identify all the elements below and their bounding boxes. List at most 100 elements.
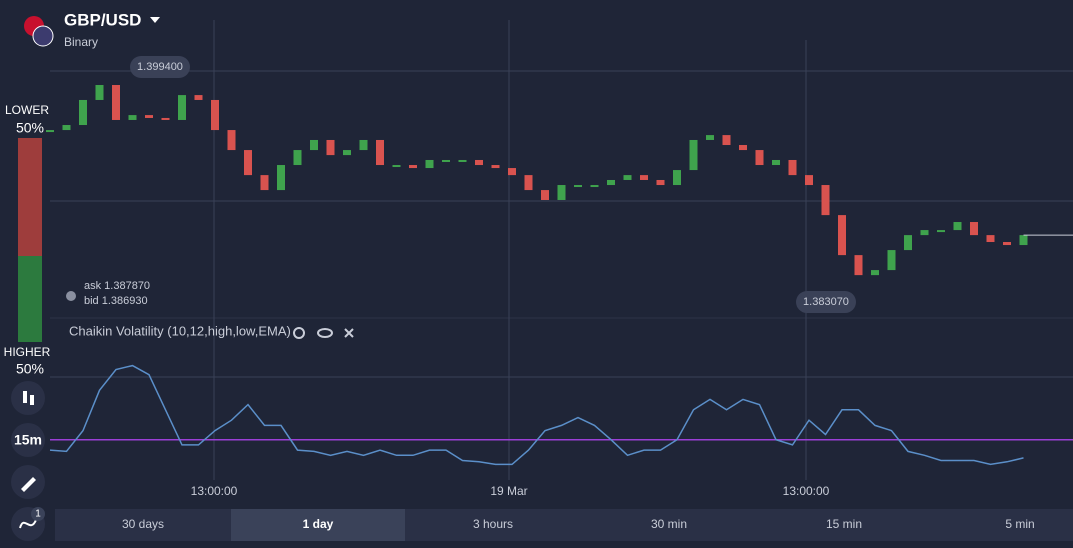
timeframe-button[interactable]: [11, 423, 45, 457]
candle: [409, 165, 417, 169]
candle: [112, 85, 120, 120]
candle: [904, 235, 912, 251]
flag-us: [32, 25, 54, 47]
candle: [161, 117, 170, 120]
candle: [755, 150, 764, 166]
close-icon[interactable]: [344, 328, 354, 338]
price-marker: [796, 291, 856, 314]
tab[interactable]: 5 min: [1005, 517, 1034, 531]
icon: [23, 391, 27, 403]
candle: [673, 170, 681, 186]
candle: [508, 168, 516, 176]
candle: [260, 175, 269, 191]
icon: [19, 519, 37, 529]
settings-icon[interactable]: [293, 327, 305, 339]
tabs: 30 days 1 day 3 hours 30 min 15 min 5 min: [122, 517, 1035, 531]
candle: [920, 230, 929, 236]
candle: [656, 179, 665, 186]
timeframe: 15m: [14, 432, 42, 448]
candle: [95, 85, 104, 100]
visibility-icon[interactable]: [317, 328, 333, 338]
candle: [145, 115, 153, 118]
candle: [46, 130, 54, 133]
candle: [623, 175, 632, 180]
candle: [722, 135, 731, 146]
mode: Binary: [64, 35, 98, 49]
bid: bid 1.386930: [84, 295, 148, 307]
candle: [128, 115, 137, 120]
dropdown-arrow[interactable]: [150, 17, 160, 23]
candle: [359, 139, 368, 151]
candle: [62, 125, 71, 131]
candle: [739, 145, 747, 151]
candle: [772, 159, 780, 166]
price-marker-label: 1.383070: [803, 296, 849, 308]
indicator-name: Chaikin Volatility (10,12,high,low,EMA): [69, 323, 291, 338]
symbol[interactable]: GBP/USD: [64, 10, 141, 29]
candle: [1003, 242, 1011, 246]
lower-bar: [18, 138, 42, 256]
candle-type-button[interactable]: [11, 381, 45, 415]
candle: [607, 179, 615, 186]
icon: [21, 477, 36, 492]
price-marker-label: 1.399400: [137, 61, 183, 73]
candle: [574, 185, 582, 188]
tab[interactable]: 1 day: [303, 517, 334, 531]
tab-bar: [55, 509, 1073, 541]
candle: [442, 159, 450, 162]
candle: [557, 185, 566, 200]
candle: [986, 235, 995, 243]
x-tick-label: 19 Mar: [490, 484, 527, 498]
candle: [805, 175, 813, 186]
ask: ask 1.387870: [84, 280, 150, 292]
active-tab: [231, 509, 405, 541]
tab[interactable]: 3 hours: [473, 517, 513, 531]
candle: [211, 99, 219, 131]
candle: [227, 130, 236, 151]
candle: [326, 139, 335, 156]
icon: [30, 395, 34, 405]
higher-pct: 50%: [16, 361, 44, 377]
candle: [821, 185, 830, 216]
candle: [854, 255, 863, 276]
lower-pct: 50%: [16, 120, 44, 136]
price-marker: [130, 56, 190, 79]
candle: [458, 159, 467, 162]
candle: [425, 159, 434, 169]
candle: [887, 250, 896, 271]
candle: [590, 185, 599, 188]
tab[interactable]: 15 min: [826, 517, 862, 531]
candle: [343, 150, 351, 156]
candle: [475, 159, 483, 166]
candle: [376, 139, 384, 166]
lower-label: LOWER: [5, 103, 49, 117]
candle: [706, 135, 714, 140]
candle: [277, 165, 285, 191]
info-icon[interactable]: [66, 291, 76, 301]
tab[interactable]: 30 days: [122, 517, 164, 531]
candle: [970, 222, 978, 236]
x-tick-label: 13:00:00: [191, 484, 238, 498]
candle: [310, 139, 318, 151]
candle: [788, 159, 797, 176]
candle: [541, 190, 549, 200]
candle: [937, 230, 945, 233]
candle: [293, 150, 302, 166]
volatility-line: [49, 364, 1024, 466]
candle: [689, 139, 698, 171]
badge-count: 1: [35, 509, 41, 520]
higher-bar: [18, 256, 42, 342]
tab[interactable]: 30 min: [651, 517, 687, 531]
candle: [640, 175, 648, 180]
candle: [178, 95, 186, 120]
candle: [1019, 235, 1028, 246]
candle: [871, 270, 879, 276]
candle: [953, 222, 962, 231]
x-tick-label: 13:00:00: [783, 484, 830, 498]
badge: [31, 507, 45, 521]
candle: [79, 99, 87, 126]
candle: [392, 165, 401, 168]
candle: [524, 175, 533, 191]
